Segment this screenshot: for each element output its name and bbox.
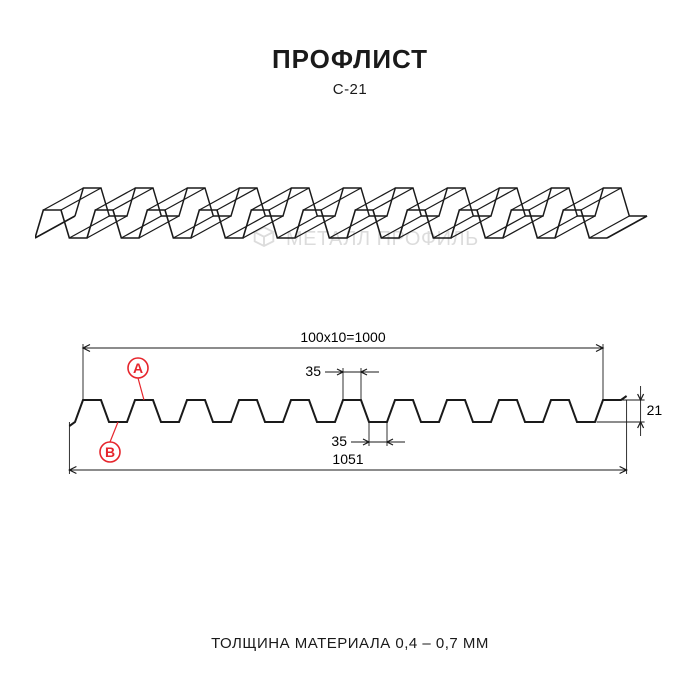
svg-text:35: 35 <box>331 433 347 449</box>
svg-text:35: 35 <box>305 363 321 379</box>
page-title: ПРОФЛИСТ <box>0 44 700 75</box>
footer-text: ТОЛЩИНА МАТЕРИАЛА 0,4 – 0,7 ММ <box>0 635 700 652</box>
svg-text:1051: 1051 <box>332 451 363 467</box>
title-block: ПРОФЛИСТ С-21 <box>0 44 700 98</box>
svg-text:100х10=1000: 100х10=1000 <box>300 329 385 345</box>
page-subtitle: С-21 <box>0 81 700 98</box>
svg-text:B: B <box>105 444 115 460</box>
isometric-drawing <box>35 128 665 278</box>
front-drawing: 100х10=1000 1051 35 35 21 A B <box>35 310 665 530</box>
svg-text:21: 21 <box>647 402 663 418</box>
svg-text:A: A <box>133 360 143 376</box>
